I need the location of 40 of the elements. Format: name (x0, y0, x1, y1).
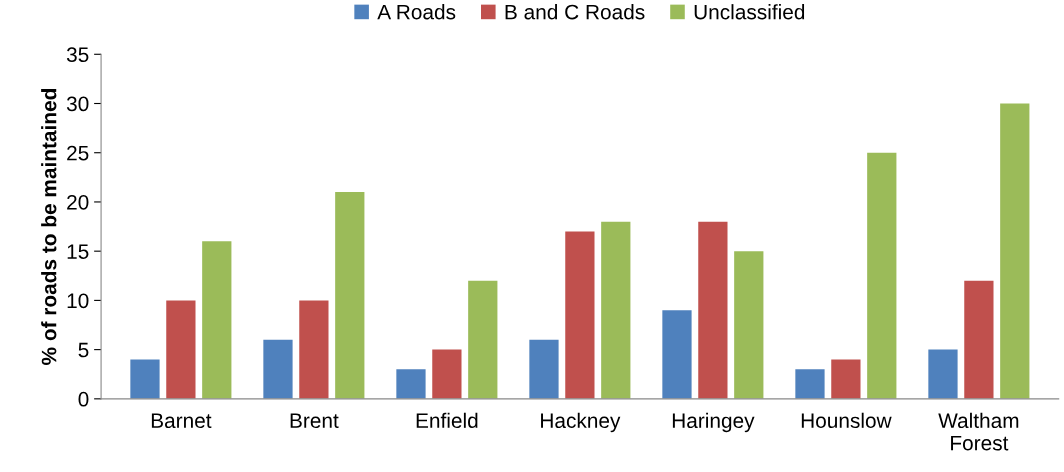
y-tick-label: 5 (78, 342, 89, 358)
bar (263, 339, 293, 399)
bar (964, 280, 994, 399)
bar (396, 369, 426, 399)
bar (202, 241, 232, 399)
legend-label: Unclassified (694, 4, 805, 20)
bar (734, 251, 764, 399)
bar (698, 221, 728, 399)
y-tick-label: 0 (78, 391, 89, 407)
y-axis-title: % of roads to be maintained (41, 89, 57, 365)
bar (1000, 103, 1030, 399)
x-tick-label: Enfield (416, 412, 478, 429)
bar (565, 231, 595, 399)
y-tick-label: 35 (66, 47, 89, 63)
bar (130, 359, 160, 399)
legend-label: A Roads (377, 4, 456, 20)
x-tick-label: Brent (290, 413, 339, 429)
y-tick-label: 20 (67, 194, 89, 210)
bar (166, 300, 196, 399)
y-tick-label: 25 (67, 145, 89, 161)
bar (299, 300, 329, 399)
bar (432, 349, 462, 399)
bar (529, 339, 559, 399)
x-tick-label: Barnet (151, 413, 212, 429)
y-tick-label: 10 (67, 293, 89, 309)
bar (468, 280, 498, 399)
y-tick-label: 15 (67, 244, 89, 259)
bar (662, 310, 692, 399)
x-tick-label: Hounslow (801, 412, 892, 429)
y-tick-label: 30 (66, 96, 89, 112)
x-tick-label: Hackney (541, 412, 621, 433)
legend-label: B and C Roads (505, 4, 645, 20)
bar (867, 152, 897, 399)
bar (601, 221, 631, 399)
x-tick-label: Waltham Forest (938, 412, 1019, 451)
bar (795, 369, 825, 399)
bar (928, 349, 958, 399)
bar (335, 192, 365, 399)
x-tick-label: Haringey (672, 412, 755, 433)
bar (831, 359, 861, 399)
